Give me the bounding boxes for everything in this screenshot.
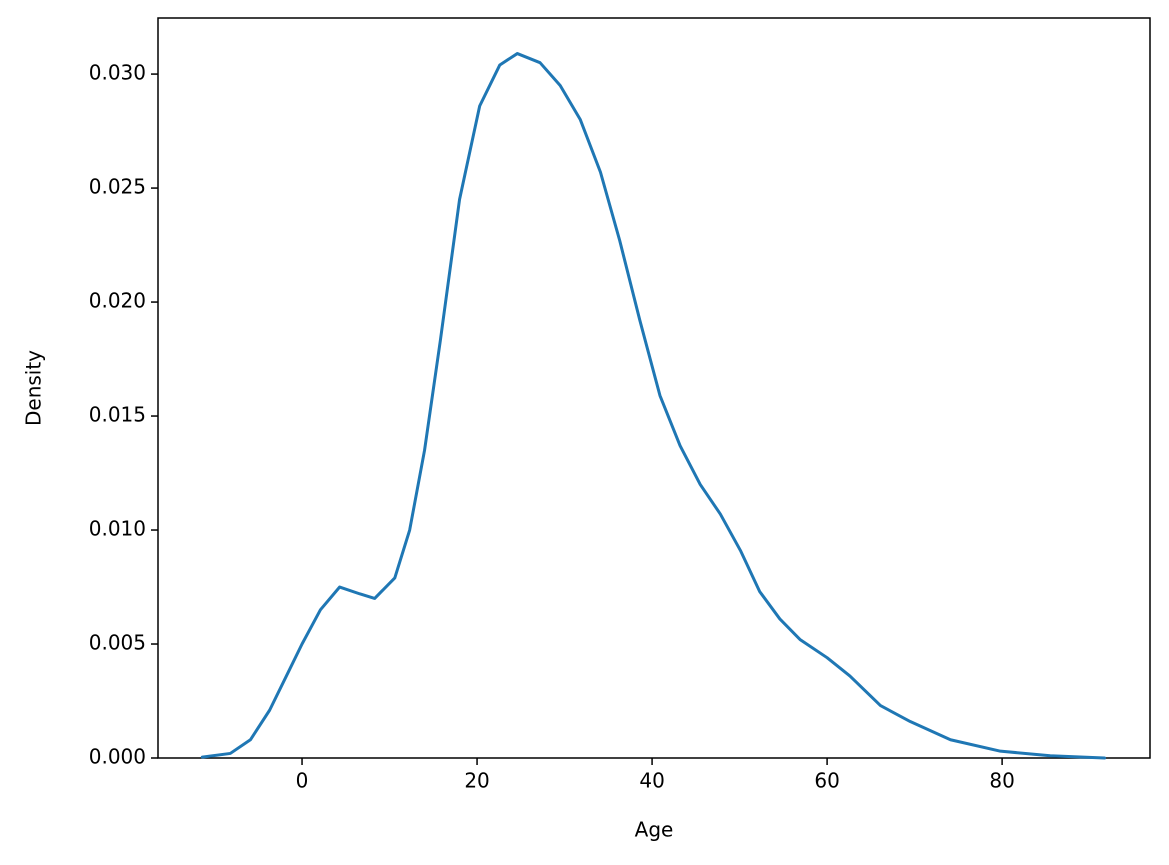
x-axis-label: Age xyxy=(635,818,674,842)
y-tick-label: 0.030 xyxy=(89,61,146,85)
y-tick-label: 0.025 xyxy=(89,175,146,199)
y-axis-label: Density xyxy=(22,350,46,426)
x-tick-label: 20 xyxy=(464,769,489,793)
x-tick-label: 40 xyxy=(639,769,664,793)
y-tick-label: 0.015 xyxy=(89,403,146,427)
y-tick-label: 0.020 xyxy=(89,289,146,313)
y-tick-label: 0.010 xyxy=(89,517,146,541)
x-tick-label: 80 xyxy=(989,769,1014,793)
density-line xyxy=(200,52,1106,760)
x-tick-label: 0 xyxy=(296,769,309,793)
y-tick-label: 0.005 xyxy=(89,631,146,655)
x-tick-label: 60 xyxy=(814,769,839,793)
y-tick-label: 0.000 xyxy=(89,745,146,769)
plot-frame xyxy=(157,17,1151,759)
